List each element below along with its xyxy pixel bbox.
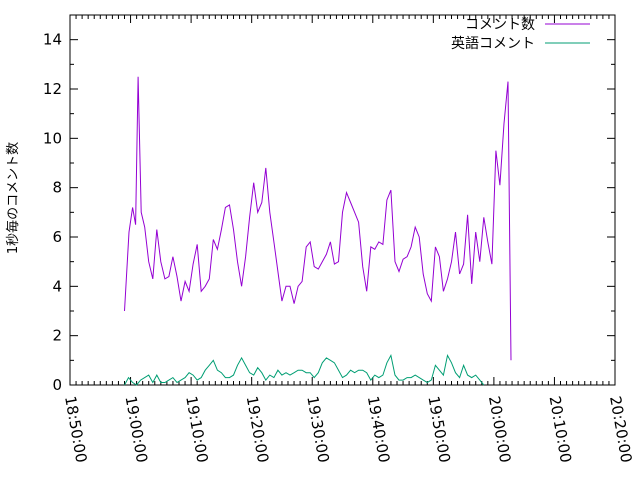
y-tick-label: 8 xyxy=(52,179,62,197)
series-layer xyxy=(124,76,512,386)
legend-label-1: コメント数 xyxy=(465,17,535,33)
y-tick-label: 6 xyxy=(52,228,62,246)
y-axis-label: 1秒毎のコメント数 xyxy=(5,142,21,254)
y-tick-label: 14 xyxy=(43,31,62,49)
y-tick-label: 4 xyxy=(52,277,62,295)
y-tick-label: 10 xyxy=(43,129,62,147)
series-line-2 xyxy=(124,353,485,386)
y-tick-label: 0 xyxy=(52,376,62,394)
y-tick-label: 12 xyxy=(43,80,62,98)
series-line-1 xyxy=(124,76,512,361)
legend-label-2: 英語コメント xyxy=(451,35,535,52)
y-tick-label: 2 xyxy=(52,327,62,345)
